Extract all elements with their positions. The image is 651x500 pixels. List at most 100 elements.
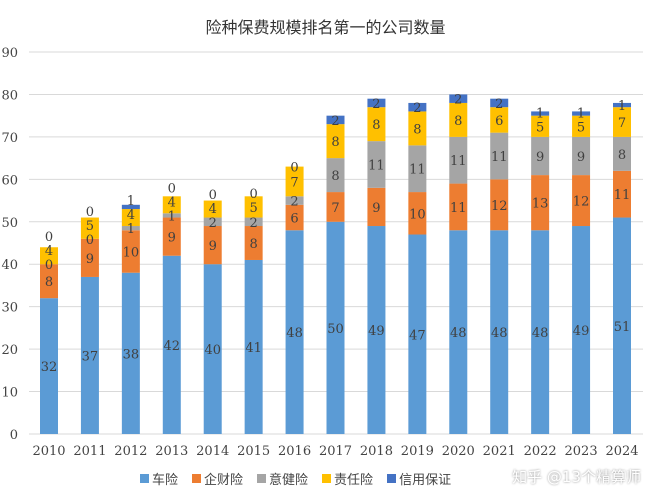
data-label: 6 <box>495 114 503 129</box>
bar-segment <box>367 141 386 188</box>
legend-label: 责任险 <box>334 473 374 488</box>
bar-segment <box>490 107 509 133</box>
data-label: 9 <box>536 150 544 165</box>
y-tick-label: 10 <box>1 386 18 401</box>
y-tick-label: 50 <box>1 216 18 231</box>
bar-segment <box>408 234 427 434</box>
data-label: 49 <box>368 324 385 339</box>
data-label: 11 <box>409 163 426 178</box>
legend-item: 责任险 <box>322 469 373 488</box>
x-tick-label: 2019 <box>401 444 434 459</box>
bar-segment <box>449 94 468 103</box>
data-label: 38 <box>123 347 140 362</box>
y-tick-label: 60 <box>1 173 18 188</box>
legend-swatch <box>192 474 202 483</box>
data-label: 2 <box>209 216 217 231</box>
y-tick-label: 20 <box>1 343 18 358</box>
bar-segment <box>408 145 427 193</box>
bar-segment <box>408 111 427 146</box>
data-label: 1 <box>536 106 544 121</box>
x-tick-label: 2013 <box>155 444 188 459</box>
bar-segment <box>40 298 58 434</box>
bar-segment <box>572 115 591 137</box>
bar-segment <box>203 226 222 265</box>
bar-segment <box>121 272 140 434</box>
x-tick-label: 2015 <box>237 444 270 459</box>
data-label: 8 <box>454 114 462 129</box>
data-label: 37 <box>82 349 99 364</box>
data-label: 47 <box>409 328 426 343</box>
bar-segment <box>449 102 468 137</box>
bar-segment <box>613 136 631 171</box>
data-label: 2 <box>454 93 462 108</box>
data-label: 0 <box>290 161 298 176</box>
data-label: 51 <box>614 320 631 335</box>
data-label: 48 <box>450 326 467 341</box>
legend-label: 车险 <box>152 473 179 488</box>
bar-segment <box>326 124 345 159</box>
bar-segment <box>285 166 304 197</box>
data-label: 1 <box>127 194 135 209</box>
data-label: 5 <box>86 219 94 234</box>
data-label: 0 <box>209 188 217 203</box>
y-tick-label: 70 <box>1 131 18 146</box>
data-label: 6 <box>290 212 298 227</box>
data-label: 7 <box>290 175 298 190</box>
x-tick-label: 2012 <box>114 444 147 459</box>
bar-segment <box>203 217 222 227</box>
data-label: 2 <box>250 216 258 231</box>
bar-segment <box>531 136 550 176</box>
bar-segment <box>80 238 99 277</box>
watermark: 知乎 @13个精算师 <box>512 468 641 486</box>
data-label: 32 <box>41 360 58 375</box>
bar-segment <box>121 204 140 210</box>
data-label: 0 <box>45 258 53 273</box>
data-label: 12 <box>573 195 590 210</box>
legend-label: 意健险 <box>269 473 309 488</box>
x-tick-label: 2018 <box>360 444 393 459</box>
x-tick-label: 2014 <box>196 444 229 459</box>
data-label: 4 <box>209 202 217 217</box>
data-label: 9 <box>168 231 176 246</box>
data-label: 1 <box>127 222 135 237</box>
bar-segment <box>203 200 222 218</box>
data-label: 10 <box>123 245 140 260</box>
bar-segment <box>326 158 345 193</box>
bar-segment <box>80 217 99 239</box>
legend: 车险 企财险 意健险 责任险 信用保证 <box>140 469 451 488</box>
legend-label: 信用保证 <box>399 473 452 488</box>
x-tick-label: 2021 <box>483 444 516 459</box>
data-label: 8 <box>250 237 258 252</box>
legend-item: 车险 <box>140 469 178 488</box>
bar-segment <box>121 230 140 273</box>
bar-segment <box>326 192 345 222</box>
data-label: 2 <box>331 114 339 129</box>
bar-segment <box>285 204 304 231</box>
y-tick-label: 0 <box>10 428 18 443</box>
bar-segment <box>244 196 263 218</box>
data-label: 0 <box>45 230 53 245</box>
data-label: 4 <box>168 195 176 210</box>
data-label: 0 <box>250 187 258 202</box>
bar-segment <box>490 98 509 108</box>
x-tick-label: 2011 <box>73 444 106 459</box>
y-tick-label: 40 <box>1 258 18 273</box>
y-tick-label: 90 <box>1 46 18 61</box>
legend-swatch <box>387 474 397 483</box>
data-label: 7 <box>331 201 339 216</box>
legend-swatch <box>140 474 149 483</box>
bar-segment <box>572 111 591 116</box>
data-label: 8 <box>331 135 339 150</box>
data-label: 9 <box>577 150 585 165</box>
bar-segment <box>531 115 550 137</box>
bar-segment <box>244 226 263 260</box>
data-label: 5 <box>536 120 544 135</box>
legend-item: 意健险 <box>257 469 308 488</box>
data-label: 11 <box>450 201 467 216</box>
x-tick-label: 2023 <box>565 444 598 459</box>
data-label: 2 <box>372 97 380 112</box>
data-label: 1 <box>577 106 585 121</box>
bar-segment <box>449 183 468 231</box>
legend-item: 信用保证 <box>387 469 451 488</box>
